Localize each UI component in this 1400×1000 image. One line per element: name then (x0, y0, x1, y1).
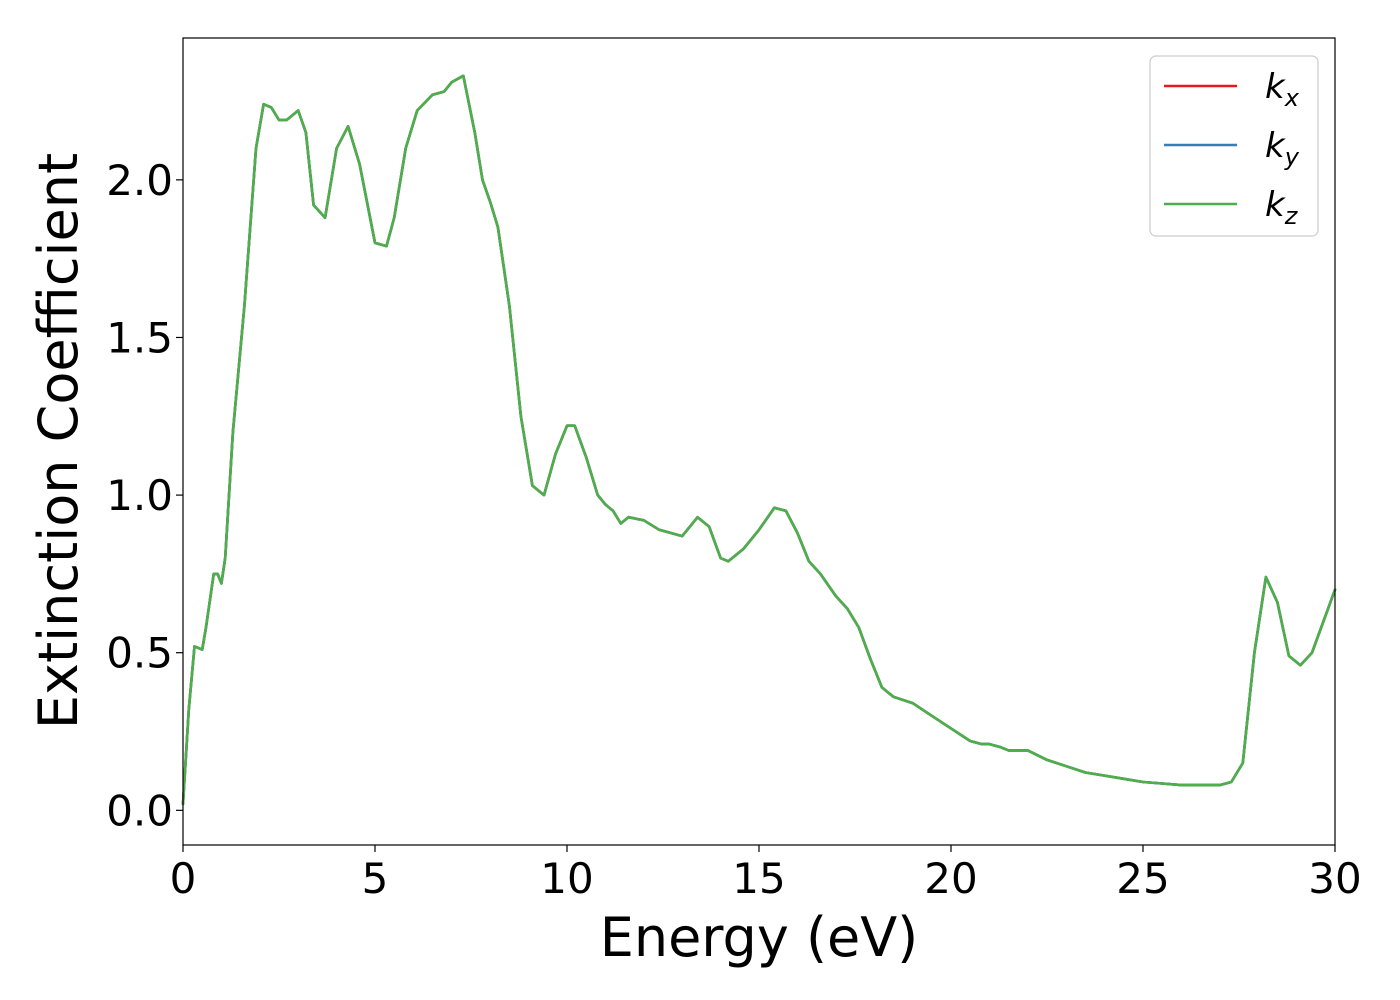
x-axis-label: Energy (eV) (600, 906, 919, 969)
x-tick-label: 10 (540, 854, 593, 903)
series-layer (181, 74, 1337, 806)
x-tick-label: 15 (732, 854, 785, 903)
y-tick-label: 2.0 (106, 156, 173, 205)
x-tick-label: 0 (170, 854, 197, 903)
y-axis-ticks: 0.0 0.5 1.0 1.5 2.0 (106, 156, 183, 835)
x-tick-label: 20 (924, 854, 977, 903)
legend: kx ky kz (1149, 55, 1319, 237)
y-tick-label: 1.0 (106, 471, 173, 520)
x-tick-label: 5 (362, 854, 389, 903)
x-tick-label: 30 (1308, 854, 1361, 903)
y-tick-label: 0.5 (106, 629, 173, 678)
y-tick-label: 0.0 (106, 786, 173, 835)
legend-label-k-x: kx (1265, 67, 1300, 112)
x-tick-label: 25 (1116, 854, 1169, 903)
legend-label-k-y: ky (1265, 126, 1300, 171)
legend-label-k-z: kz (1265, 185, 1299, 230)
series-line-k-z (181, 74, 1337, 806)
y-tick-label: 1.5 (106, 313, 173, 362)
y-axis-label: Extinction Coefficient (27, 153, 90, 729)
x-axis-ticks: 0 5 10 15 20 25 30 (170, 845, 1362, 903)
